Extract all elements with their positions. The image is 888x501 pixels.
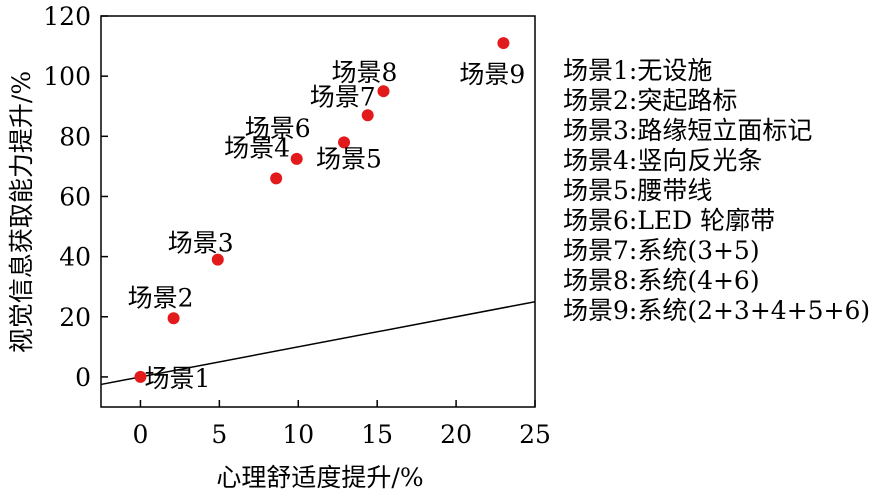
data-point bbox=[134, 370, 147, 383]
data-point bbox=[497, 37, 510, 50]
x-tick-label: 0 bbox=[133, 420, 149, 449]
point-label: 场景9 bbox=[459, 60, 525, 89]
legend-item: 场景9:系统(2+3+4+5+6) bbox=[563, 296, 871, 325]
y-axis-title: 视觉信息获取能力提升/% bbox=[7, 71, 36, 353]
y-tick-label: 100 bbox=[43, 62, 91, 91]
point-label: 场景8 bbox=[331, 58, 397, 87]
y-tick-label: 80 bbox=[59, 122, 91, 151]
y-tick-label: 120 bbox=[43, 2, 91, 31]
reference-line bbox=[100, 300, 536, 386]
point-label: 场景7 bbox=[310, 82, 376, 111]
point-label: 场景5 bbox=[316, 144, 382, 173]
y-tick-label: 20 bbox=[59, 303, 91, 332]
legend-item: 场景1:无设施 bbox=[563, 56, 713, 85]
data-point bbox=[338, 136, 351, 149]
legend-item: 场景2:突起路标 bbox=[563, 86, 738, 115]
data-point bbox=[211, 253, 224, 266]
point-label: 场景3 bbox=[168, 229, 234, 258]
x-tick-label: 15 bbox=[361, 420, 393, 449]
data-point bbox=[290, 152, 303, 165]
x-axis-title: 心理舒适度提升/% bbox=[216, 463, 423, 492]
y-tick-label: 60 bbox=[59, 182, 91, 211]
data-point bbox=[270, 172, 283, 185]
data-point bbox=[377, 85, 390, 98]
x-tick-label: 20 bbox=[440, 420, 472, 449]
point-label: 场景4 bbox=[224, 133, 290, 162]
point-label: 场景2 bbox=[128, 283, 194, 312]
legend-item: 场景3:路缘短立面标记 bbox=[563, 116, 813, 145]
y-tick-label: 0 bbox=[75, 363, 91, 392]
x-tick-label: 10 bbox=[282, 420, 314, 449]
y-tick-label: 40 bbox=[59, 243, 91, 272]
legend-item: 场景6:LED 轮廓带 bbox=[563, 206, 776, 235]
x-tick-label: 25 bbox=[519, 420, 551, 449]
x-tick-label: 5 bbox=[211, 420, 227, 449]
point-label: 场景6 bbox=[245, 114, 311, 143]
point-label: 场景1 bbox=[144, 364, 210, 393]
data-point bbox=[361, 109, 374, 122]
legend-item: 场景5:腰带线 bbox=[563, 176, 713, 205]
legend: 场景1:无设施 场景2:突起路标 场景3:路缘短立面标记 场景4:竖向反光条 场… bbox=[563, 56, 870, 326]
legend-item: 场景8:系统(4+6) bbox=[563, 266, 760, 295]
data-point bbox=[167, 312, 180, 325]
legend-item: 场景4:竖向反光条 bbox=[563, 146, 763, 175]
plot-frame bbox=[100, 15, 536, 408]
legend-item: 场景7:系统(3+5) bbox=[563, 236, 760, 265]
